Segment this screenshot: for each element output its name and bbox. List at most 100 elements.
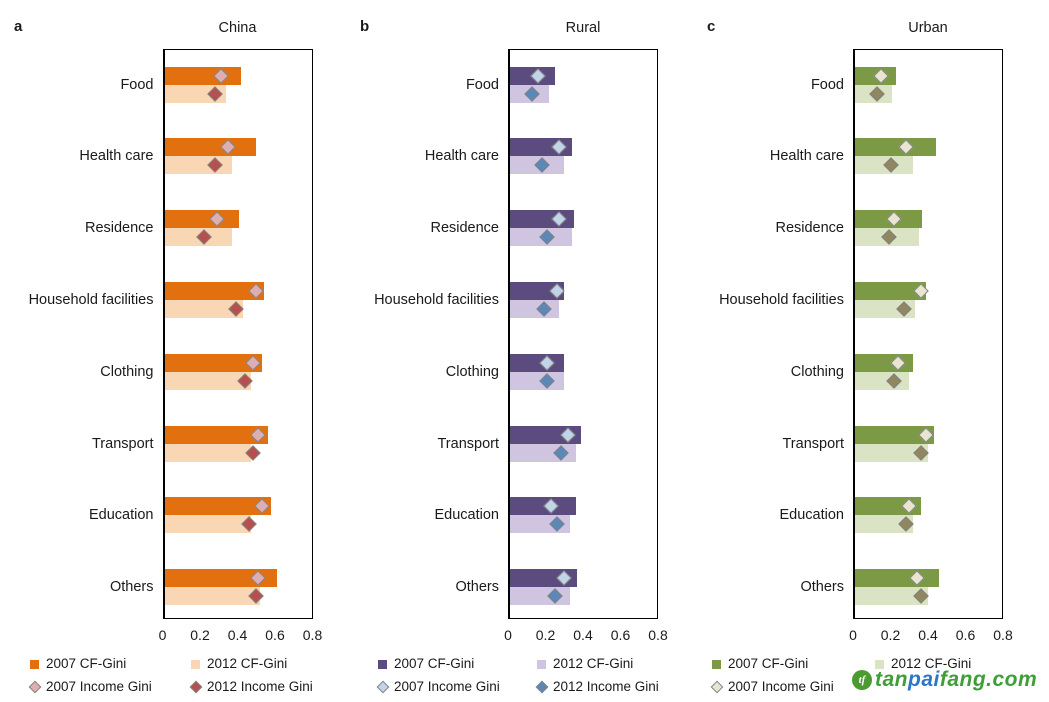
category-label-health-care: Health care [79, 148, 154, 165]
plot-area-c [853, 49, 1003, 619]
legend-item-a-2007-cf-gini: 2007 CF-Gini [46, 656, 127, 671]
legend-marker-2007-income-gini [376, 680, 390, 694]
bar-education-2007-cf-gini [164, 497, 272, 516]
tanpaifang-logo-icon: tf [852, 670, 872, 690]
category-label-food: Food [810, 76, 844, 93]
watermark-part-pai: pai [908, 668, 940, 691]
bar-household-facilities-2007-cf-gini [855, 282, 927, 300]
legend-swatch-2007-cf-gini [30, 659, 39, 669]
category-label-education: Education [89, 507, 154, 524]
category-label-others: Others [800, 579, 844, 596]
bar-transport-2012-cf-gini [855, 443, 928, 462]
category-label-others: Others [455, 579, 499, 596]
legend-swatch-2007-cf-gini [712, 659, 721, 669]
legend-item-a-2012-income-gini: 2012 Income Gini [207, 679, 313, 694]
x-tick-b-0.6: 0.6 [610, 627, 631, 643]
bar-others-2012-cf-gini [855, 587, 928, 606]
x-tick-b-0.4: 0.4 [573, 627, 593, 643]
legend-swatch-2012-cf-gini [875, 659, 884, 669]
category-label-residence: Residence [84, 220, 154, 237]
category-label-residence: Residence [775, 220, 844, 237]
watermark-part-tan: tan [875, 668, 908, 691]
x-tick-c-0.6: 0.6 [955, 627, 976, 643]
plot-area-a [162, 49, 313, 619]
category-label-household-facilities: Household facilities [719, 292, 844, 308]
bar-household-facilities-2007-cf-gini [164, 282, 264, 300]
legend-marker-2007-income-gini [710, 680, 724, 694]
x-tick-b-0.2: 0.2 [535, 627, 556, 643]
legend-item-b-2007-income-gini: 2007 Income Gini [394, 679, 500, 694]
legend-item-b-2007-cf-gini: 2007 CF-Gini [394, 656, 475, 671]
legend-item-a-2012-cf-gini: 2012 CF-Gini [207, 656, 288, 671]
x-tick-a-0.6: 0.6 [265, 627, 285, 643]
panel-letter-c: c [707, 18, 716, 35]
panel-title-urban: Urban [908, 20, 948, 36]
watermark-part-fang: fang [939, 668, 987, 691]
bar-food-2007-cf-gini [164, 66, 242, 85]
watermark-text: tanpaifang.com [875, 668, 1037, 692]
plot-area-b [508, 49, 658, 619]
panel-title-china: China [218, 20, 257, 36]
bar-health-care-2007-cf-gini [855, 138, 936, 157]
legend-item-c-2007-income-gini: 2007 Income Gini [728, 679, 834, 694]
category-label-clothing: Clothing [445, 363, 499, 380]
legend-swatch-2012-cf-gini [191, 659, 200, 669]
bar-education-2012-cf-gini [855, 515, 913, 534]
bar-household-facilities-2012-cf-gini [164, 300, 244, 318]
panel-letter-a: a [14, 18, 23, 35]
bar-household-facilities-2007-cf-gini [510, 282, 565, 300]
category-label-clothing: Clothing [790, 363, 844, 380]
bar-others-2007-cf-gini [164, 569, 277, 588]
category-label-food: Food [465, 76, 499, 93]
bar-residence-2007-cf-gini [164, 210, 240, 229]
x-tick-a-0.2: 0.2 [190, 627, 210, 643]
bar-clothing-2012-cf-gini [164, 371, 251, 390]
legend-item-b-2012-income-gini: 2012 Income Gini [553, 679, 659, 694]
category-label-others: Others [109, 579, 154, 596]
legend-item-b-2012-cf-gini: 2012 CF-Gini [553, 656, 634, 671]
category-label-health-care: Health care [424, 148, 499, 165]
watermark-tanpaifang: tf tanpaifang.com [852, 668, 1037, 692]
category-label-health-care: Health care [769, 148, 844, 165]
category-label-education: Education [779, 507, 845, 524]
bar-others-2007-cf-gini [855, 569, 940, 588]
bar-transport-2007-cf-gini [164, 425, 268, 444]
x-tick-c-0: 0 [849, 627, 857, 643]
legend-swatch-2012-cf-gini [537, 659, 546, 669]
bar-education-2012-cf-gini [164, 515, 251, 534]
category-label-transport: Transport [91, 435, 154, 452]
category-label-household-facilities: Household facilities [374, 292, 499, 308]
legend-swatch-2007-cf-gini [378, 659, 387, 669]
bar-education-2007-cf-gini [510, 497, 576, 516]
bar-clothing-2007-cf-gini [164, 353, 262, 372]
watermark-part-com: .com [986, 668, 1038, 691]
bar-others-2012-cf-gini [164, 587, 260, 606]
legend-item-a-2007-income-gini: 2007 Income Gini [46, 679, 152, 694]
bar-transport-2012-cf-gini [164, 443, 251, 462]
x-tick-a-0.8: 0.8 [302, 627, 323, 643]
x-tick-a-0.4: 0.4 [227, 627, 248, 643]
category-label-clothing: Clothing [100, 363, 154, 380]
legend-marker-2007-income-gini [28, 680, 42, 694]
x-tick-b-0.8: 0.8 [648, 627, 668, 643]
x-tick-c-0.4: 0.4 [918, 627, 938, 643]
panel-letter-b: b [360, 18, 370, 35]
x-tick-c-0.8: 0.8 [993, 627, 1013, 643]
legend-marker-2012-income-gini [189, 680, 203, 694]
category-label-education: Education [434, 507, 500, 524]
category-label-household-facilities: Household facilities [28, 292, 154, 308]
x-tick-a-0: 0 [158, 627, 167, 643]
bar-transport-2007-cf-gini [855, 425, 934, 444]
legend-marker-2012-income-gini [535, 680, 549, 694]
category-label-transport: Transport [782, 435, 844, 452]
x-tick-b-0: 0 [504, 627, 512, 643]
legend-item-c-2007-cf-gini: 2007 CF-Gini [728, 656, 809, 671]
bar-clothing-2012-cf-gini [510, 371, 565, 390]
panel-title-rural: Rural [565, 20, 601, 36]
x-tick-c-0.2: 0.2 [880, 627, 901, 643]
bar-clothing-2007-cf-gini [510, 353, 565, 372]
legend-item-c-2012-cf-gini: 2012 CF-Gini [891, 656, 972, 671]
category-label-residence: Residence [430, 220, 499, 237]
category-label-transport: Transport [437, 435, 499, 452]
